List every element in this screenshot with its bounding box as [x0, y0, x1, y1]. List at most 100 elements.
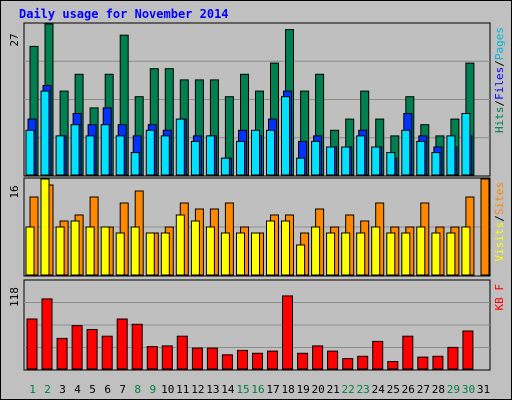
bar-pages-day-8	[130, 152, 140, 176]
bar-sites-day-31	[480, 178, 490, 276]
bar-visits-day-19	[296, 244, 306, 276]
bar-pages-day-7	[115, 135, 125, 176]
bar-kb-f-day-15	[237, 349, 248, 370]
bar-visits-day-24	[371, 226, 381, 276]
x-tick-day-13: 13	[206, 383, 219, 396]
bar-kb-f-day-10	[161, 345, 173, 370]
legend-item-files: Files	[493, 67, 506, 100]
legend-separator: /	[493, 215, 506, 222]
bar-visits-day-2	[40, 178, 50, 276]
bar-pages-day-2	[40, 90, 50, 176]
bar-visits-day-28	[431, 232, 441, 276]
x-tick-day-23: 23	[357, 383, 370, 396]
bar-kb-f-day-29	[447, 346, 459, 370]
bar-kb-f-day-16	[252, 352, 263, 370]
bar-visits-day-5	[85, 226, 95, 276]
bar-visits-day-25	[386, 232, 396, 276]
bar-visits-day-9	[145, 232, 155, 276]
bar-visits-day-3	[55, 226, 65, 276]
bar-pages-day-28	[431, 152, 441, 176]
bar-kb-f-day-7	[116, 318, 128, 370]
bar-kb-f-day-27	[417, 356, 429, 370]
bar-kb-f-day-18	[282, 295, 293, 370]
bar-pages-day-19	[296, 157, 306, 176]
bar-kb-f-day-24	[372, 340, 384, 370]
bar-visits-day-10	[160, 232, 170, 276]
bar-kb-f-day-9	[146, 346, 158, 370]
x-tick-day-4: 4	[74, 383, 81, 396]
x-tick-day-6: 6	[104, 383, 111, 396]
bar-pages-day-4	[70, 124, 80, 176]
bar-pages-day-25	[386, 152, 396, 176]
bar-visits-day-16	[251, 232, 260, 276]
bar-kb-f-day-20	[312, 345, 324, 370]
bar-visits-day-21	[326, 232, 336, 276]
bar-visits-day-18	[281, 220, 290, 276]
bar-pages-day-3	[55, 135, 65, 176]
bar-kb-f-day-14	[221, 354, 233, 370]
bar-pages-day-24	[371, 146, 381, 176]
bar-visits-day-13	[205, 226, 215, 276]
bar-kb-f-day-23	[357, 355, 369, 370]
legend-item-visits: Visits	[493, 222, 506, 262]
bar-pages-day-10	[160, 135, 170, 176]
bar-visits-day-12	[190, 220, 200, 276]
x-tick-day-1: 1	[29, 383, 36, 396]
bar-pages-day-20	[311, 140, 321, 176]
x-tick-day-12: 12	[191, 383, 204, 396]
bar-pages-day-13	[205, 135, 215, 176]
bar-pages-day-6	[100, 124, 110, 176]
bar-kb-f-day-25	[387, 361, 399, 370]
legend-item-sites: Sites	[493, 182, 506, 215]
bar-kb-f-day-12	[191, 347, 203, 370]
x-tick-day-30: 30	[462, 383, 475, 396]
bar-pages-day-12	[190, 140, 200, 176]
legend-item-kb-f: KB F	[493, 284, 506, 311]
bar-kb-f-day-30	[462, 330, 474, 370]
x-tick-day-28: 28	[432, 383, 445, 396]
bar-visits-day-11	[175, 214, 185, 276]
bar-pages-day-29	[446, 135, 456, 176]
bar-pages-day-23	[356, 135, 366, 176]
bar-pages-day-14	[220, 157, 230, 176]
bar-pages-day-5	[85, 135, 95, 176]
x-tick-day-16: 16	[251, 383, 264, 396]
bar-pages-day-18	[281, 96, 290, 176]
bar-visits-day-6	[100, 226, 110, 276]
x-tick-day-19: 19	[296, 383, 309, 396]
bar-visits-day-15	[236, 232, 245, 276]
ymax-label-visits-sites: 16	[8, 185, 21, 198]
bar-visits-day-23	[356, 232, 366, 276]
bar-visits-day-17	[266, 220, 275, 276]
bar-kb-f-day-2	[41, 298, 53, 370]
bar-visits-day-8	[130, 226, 140, 276]
bar-kb-f-day-17	[267, 350, 278, 370]
x-tick-day-25: 25	[387, 383, 400, 396]
x-tick-day-2: 2	[44, 383, 51, 396]
bar-kb-f-day-5	[86, 329, 98, 370]
bar-visits-day-7	[115, 232, 125, 276]
x-tick-day-31: 31	[477, 383, 490, 396]
bar-kb-f-day-19	[297, 352, 309, 370]
bar-pages-day-9	[145, 129, 155, 176]
bar-visits-day-1	[25, 226, 35, 276]
x-tick-day-22: 22	[342, 383, 355, 396]
x-tick-day-26: 26	[402, 383, 415, 396]
x-tick-day-7: 7	[119, 383, 126, 396]
bar-kb-f-day-1	[26, 318, 38, 370]
x-tick-day-10: 10	[161, 383, 174, 396]
x-tick-day-5: 5	[89, 383, 96, 396]
x-tick-day-11: 11	[176, 383, 189, 396]
x-tick-day-27: 27	[417, 383, 430, 396]
ymax-label-pages-files-hits: 27	[8, 33, 21, 46]
legend-separator: /	[493, 60, 506, 67]
x-tick-day-17: 17	[266, 383, 279, 396]
bar-kb-f-day-3	[56, 337, 68, 370]
bar-pages-day-15	[236, 140, 245, 176]
x-tick-day-15: 15	[236, 383, 249, 396]
bar-visits-day-22	[341, 232, 351, 276]
bar-visits-day-14	[220, 232, 230, 276]
x-tick-day-20: 20	[311, 383, 324, 396]
x-tick-day-29: 29	[447, 383, 460, 396]
